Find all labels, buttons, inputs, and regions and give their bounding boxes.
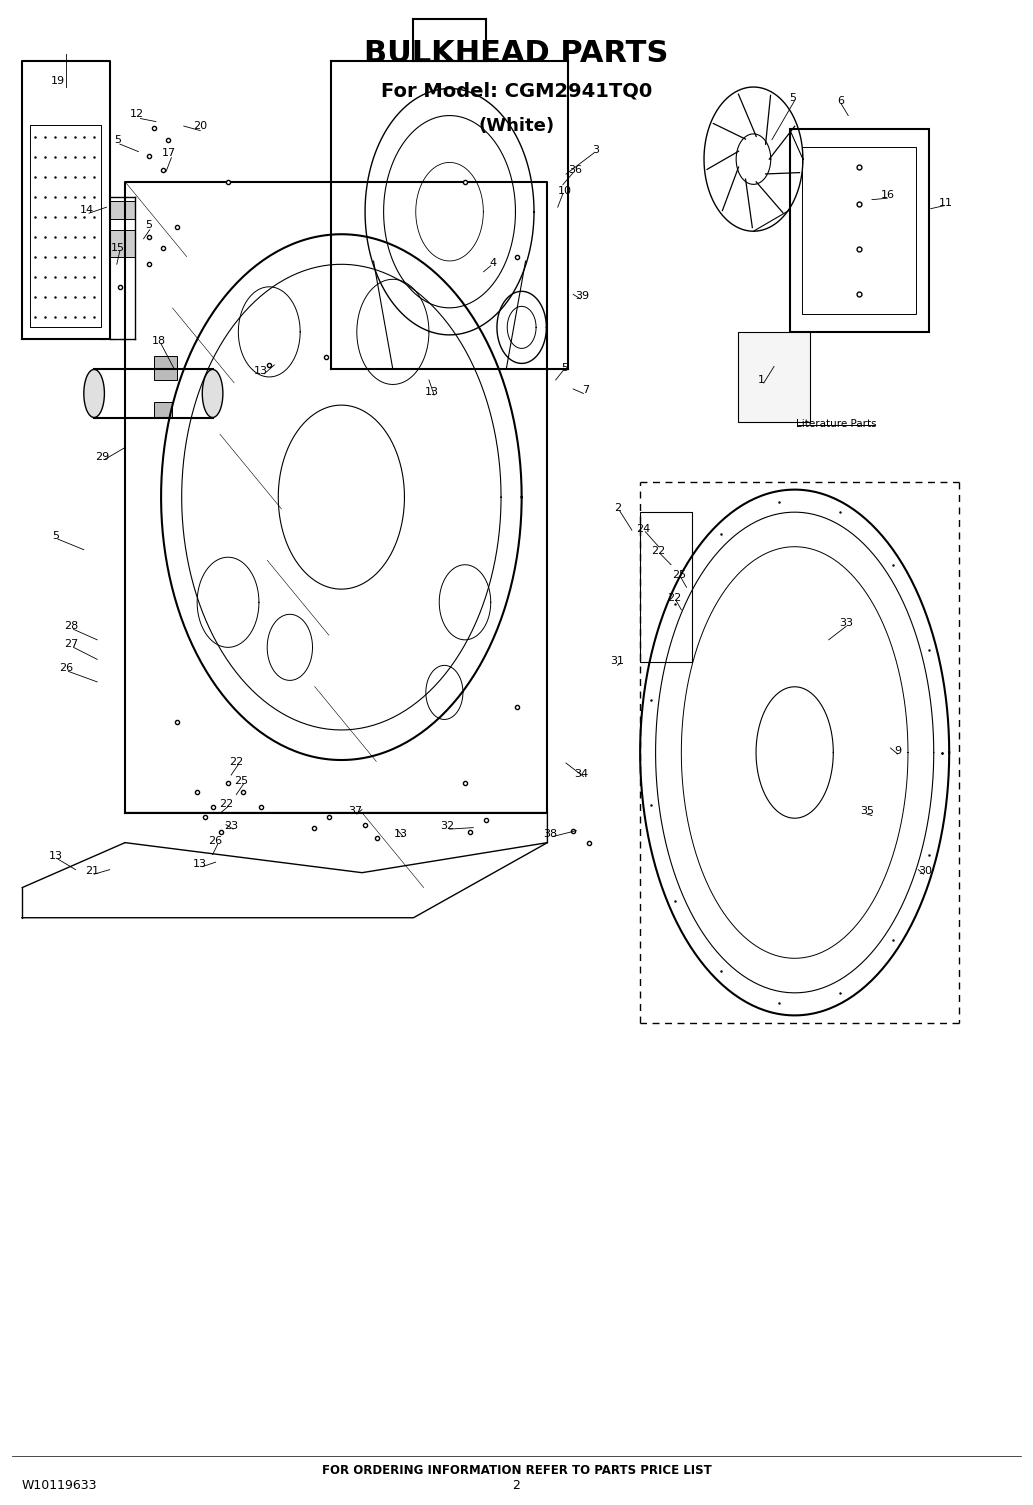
Text: 5: 5 [561, 363, 568, 373]
Bar [154, 402, 173, 417]
Text: 5: 5 [115, 134, 121, 144]
Text: 2: 2 [614, 503, 621, 513]
Text: 36: 36 [568, 164, 583, 175]
Bar [109, 202, 135, 220]
Text: 31: 31 [611, 656, 625, 665]
Text: 2: 2 [512, 1478, 521, 1491]
Text: W10119633: W10119633 [22, 1478, 97, 1491]
Text: (White): (White) [478, 117, 555, 135]
Text: 20: 20 [193, 120, 208, 131]
Text: 34: 34 [574, 769, 589, 778]
Text: BULKHEAD PARTS: BULKHEAD PARTS [365, 39, 668, 68]
Text: 13: 13 [254, 366, 268, 376]
Text: 30: 30 [918, 867, 933, 876]
Text: 29: 29 [95, 452, 109, 462]
Text: 5: 5 [146, 220, 152, 230]
Text: 7: 7 [582, 385, 589, 396]
Text: 26: 26 [209, 837, 223, 846]
Text: 15: 15 [111, 242, 125, 253]
Text: 5: 5 [789, 92, 796, 102]
Text: 23: 23 [224, 822, 239, 831]
Text: 22: 22 [652, 546, 666, 557]
Text: 6: 6 [838, 95, 845, 105]
Text: 9: 9 [895, 746, 901, 756]
Bar [154, 355, 177, 379]
Bar [789, 129, 929, 333]
Bar [738, 333, 810, 421]
Text: 39: 39 [575, 290, 590, 301]
Text: 10: 10 [558, 185, 572, 196]
Text: For Model: CGM2941TQ0: For Model: CGM2941TQ0 [381, 81, 652, 99]
Text: 35: 35 [859, 807, 874, 816]
Text: 13: 13 [193, 859, 208, 868]
Text: 28: 28 [64, 622, 79, 631]
Text: 25: 25 [234, 777, 249, 786]
Text: 16: 16 [880, 190, 895, 200]
Text: 32: 32 [440, 822, 455, 831]
Text: 37: 37 [348, 807, 362, 816]
Text: 21: 21 [85, 867, 99, 876]
Text: 38: 38 [543, 829, 558, 838]
Text: 11: 11 [939, 197, 953, 208]
Text: 27: 27 [64, 640, 79, 649]
Ellipse shape [84, 369, 104, 417]
Text: Literature Parts: Literature Parts [795, 418, 876, 429]
Text: 18: 18 [152, 336, 166, 346]
Text: 22: 22 [229, 757, 244, 766]
Text: 25: 25 [672, 570, 686, 581]
Text: 33: 33 [839, 619, 853, 628]
Text: 19: 19 [51, 77, 65, 86]
Ellipse shape [202, 369, 223, 417]
Text: 22: 22 [219, 799, 233, 808]
Text: 3: 3 [592, 144, 599, 155]
Bar [109, 230, 135, 257]
Text: 22: 22 [667, 593, 681, 604]
Text: FOR ORDERING INFORMATION REFER TO PARTS PRICE LIST: FOR ORDERING INFORMATION REFER TO PARTS … [321, 1463, 712, 1476]
Text: 14: 14 [80, 205, 94, 215]
Text: 5: 5 [53, 531, 60, 542]
Text: 17: 17 [162, 147, 177, 158]
Text: 13: 13 [425, 387, 439, 397]
Bar [802, 147, 916, 315]
Text: 4: 4 [490, 257, 497, 268]
Text: 1: 1 [758, 375, 765, 385]
Text: 13: 13 [49, 852, 63, 861]
Text: 24: 24 [636, 524, 651, 534]
Text: 13: 13 [395, 829, 408, 838]
Bar [640, 512, 692, 662]
Text: 26: 26 [59, 664, 73, 673]
Text: 12: 12 [130, 108, 145, 119]
